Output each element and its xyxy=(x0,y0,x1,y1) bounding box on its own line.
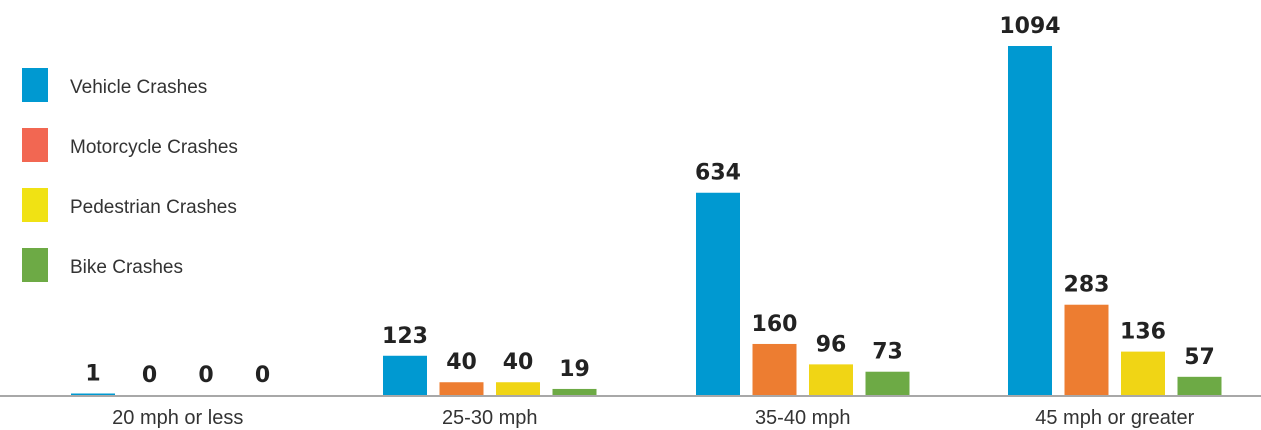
data-label-bike-crashes-25-30-mph: 19 xyxy=(559,357,590,382)
bar-vehicle-crashes-35-40-mph xyxy=(696,192,740,395)
legend-item-pedestrian-crashes: Pedestrian Crashes xyxy=(22,188,237,222)
x-tick-label-20-mph-or-less: 20 mph or less xyxy=(112,407,243,429)
legend-swatch-pedestrian-crashes xyxy=(22,188,48,222)
data-label-motorcycle-crashes-45-mph-or-greater: 283 xyxy=(1064,273,1110,298)
data-label-vehicle-crashes-25-30-mph: 123 xyxy=(382,324,428,349)
data-label-motorcycle-crashes-25-30-mph: 40 xyxy=(446,350,477,375)
data-label-pedestrian-crashes-35-40-mph: 96 xyxy=(816,332,847,357)
bar-pedestrian-crashes-25-30-mph xyxy=(496,382,540,395)
data-label-bike-crashes-45-mph-or-greater: 57 xyxy=(1184,345,1215,370)
data-label-vehicle-crashes-35-40-mph: 634 xyxy=(695,161,741,186)
legend-label-motorcycle-crashes: Motorcycle Crashes xyxy=(70,137,238,158)
data-label-motorcycle-crashes-35-40-mph: 160 xyxy=(752,312,798,337)
data-label-bike-crashes-35-40-mph: 73 xyxy=(872,340,903,365)
data-label-vehicle-crashes-20-mph-or-less: 1 xyxy=(85,362,100,387)
legend-item-vehicle-crashes: Vehicle Crashes xyxy=(22,68,207,102)
bar-vehicle-crashes-20-mph-or-less xyxy=(71,393,115,395)
data-label-bike-crashes-20-mph-or-less: 0 xyxy=(255,363,270,388)
x-tick-label-35-40-mph: 35-40 mph xyxy=(755,407,851,429)
bar-motorcycle-crashes-25-30-mph xyxy=(439,382,484,395)
data-label-pedestrian-crashes-45-mph-or-greater: 136 xyxy=(1120,320,1166,345)
chart-legend: Vehicle Crashes Motorcycle Crashes Pedes… xyxy=(22,68,238,282)
bar-bike-crashes-35-40-mph xyxy=(865,371,910,395)
data-label-vehicle-crashes-45-mph-or-greater: 1094 xyxy=(999,14,1060,39)
bar-vehicle-crashes-45-mph-or-greater xyxy=(1008,46,1052,395)
legend-swatch-bike-crashes xyxy=(22,248,48,282)
bar-series-group xyxy=(71,46,1222,395)
data-label-motorcycle-crashes-20-mph-or-less: 0 xyxy=(142,363,157,388)
legend-item-motorcycle-crashes: Motorcycle Crashes xyxy=(22,128,238,162)
bar-bike-crashes-45-mph-or-greater xyxy=(1177,376,1222,395)
bar-motorcycle-crashes-35-40-mph xyxy=(752,343,797,395)
bar-pedestrian-crashes-45-mph-or-greater xyxy=(1121,351,1165,395)
legend-label-pedestrian-crashes: Pedestrian Crashes xyxy=(70,197,237,218)
bar-pedestrian-crashes-35-40-mph xyxy=(809,364,853,395)
bar-bike-crashes-25-30-mph xyxy=(552,388,597,395)
data-label-pedestrian-crashes-20-mph-or-less: 0 xyxy=(198,363,213,388)
legend-swatch-motorcycle-crashes xyxy=(22,128,48,162)
x-tick-label-25-30-mph: 25-30 mph xyxy=(442,407,538,429)
data-label-group: 1 0 0 0 123 40 40 19 634 160 96 73 1094 283 136 57 xyxy=(85,14,1214,388)
legend-item-bike-crashes: Bike Crashes xyxy=(22,248,183,282)
bar-vehicle-crashes-25-30-mph xyxy=(383,355,427,395)
x-axis-tick-labels: 20 mph or less 25-30 mph 35-40 mph 45 mph o… xyxy=(112,407,1194,429)
x-tick-label-45-mph-or-greater: 45 mph or greater xyxy=(1035,407,1194,429)
data-label-pedestrian-crashes-25-30-mph: 40 xyxy=(503,350,534,375)
bar-motorcycle-crashes-45-mph-or-greater xyxy=(1064,304,1109,395)
legend-swatch-vehicle-crashes xyxy=(22,68,48,102)
legend-label-vehicle-crashes: Vehicle Crashes xyxy=(70,77,207,98)
legend-label-bike-crashes: Bike Crashes xyxy=(70,257,183,278)
